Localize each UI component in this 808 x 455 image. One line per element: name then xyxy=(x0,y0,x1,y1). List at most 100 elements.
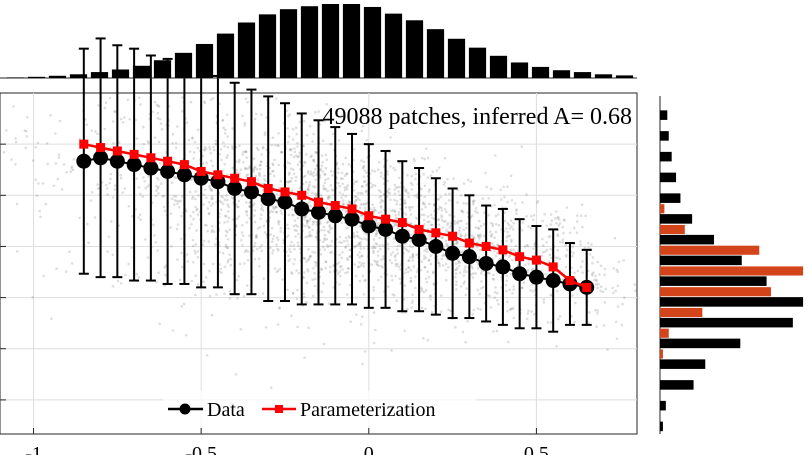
scatter-point xyxy=(403,329,406,333)
scatter-point xyxy=(349,320,353,324)
scatter-point xyxy=(392,224,396,228)
scatter-point xyxy=(173,203,176,206)
top-histogram-bar xyxy=(27,76,46,78)
top-histogram-bar xyxy=(489,55,508,78)
scatter-point xyxy=(297,232,300,236)
scatter-point xyxy=(393,223,397,226)
scatter-point xyxy=(306,171,310,175)
scatter-point xyxy=(439,195,443,199)
scatter-point xyxy=(305,219,309,223)
scatter-point xyxy=(465,202,468,205)
scatter-point xyxy=(313,272,316,275)
scatter-point xyxy=(305,222,309,225)
scatter-point xyxy=(398,277,402,281)
scatter-point xyxy=(287,173,291,176)
scatter-point xyxy=(54,132,57,135)
scatter-point xyxy=(338,235,342,239)
scatter-point xyxy=(210,189,214,192)
scatter-point xyxy=(476,288,480,292)
scatter-point xyxy=(427,275,431,279)
scatter-point xyxy=(521,228,524,232)
top-histogram-bar xyxy=(426,29,445,78)
scatter-point xyxy=(598,273,601,276)
data-point xyxy=(528,269,544,285)
scatter-point xyxy=(346,258,350,262)
scatter-point xyxy=(405,190,408,194)
scatter-point xyxy=(326,210,329,213)
scatter-point xyxy=(491,224,495,228)
scatter-point xyxy=(159,162,162,165)
scatter-point xyxy=(439,310,443,314)
scatter-point xyxy=(320,228,323,232)
scatter-point xyxy=(479,235,483,238)
scatter-point xyxy=(210,313,214,317)
scatter-point xyxy=(493,291,497,294)
scatter-point xyxy=(525,317,529,321)
scatter-point xyxy=(471,267,475,270)
scatter-point xyxy=(562,218,566,222)
scatter-point xyxy=(161,194,164,198)
scatter-point xyxy=(425,280,429,284)
scatter-point xyxy=(241,234,245,237)
scatter-point xyxy=(581,225,584,229)
scatter-point xyxy=(197,194,200,197)
scatter-point xyxy=(280,150,283,154)
scatter-point xyxy=(394,222,398,226)
scatter-point xyxy=(309,254,313,258)
data-point xyxy=(260,191,276,207)
scatter-point xyxy=(156,249,159,252)
scatter-point xyxy=(465,222,469,225)
scatter-point xyxy=(472,236,475,239)
top-histogram-bar xyxy=(153,60,172,78)
scatter-point xyxy=(121,191,124,194)
scatter-point xyxy=(594,308,597,312)
scatter-point xyxy=(302,145,305,148)
scatter-point xyxy=(330,250,334,254)
scatter-point xyxy=(229,257,233,261)
scatter-point xyxy=(503,195,506,199)
scatter-point xyxy=(194,243,197,246)
scatter-point xyxy=(359,241,362,244)
scatter-point xyxy=(308,255,312,259)
scatter-point xyxy=(54,162,58,165)
scatter-point xyxy=(324,260,328,264)
scatter-point xyxy=(344,246,347,249)
scatter-point xyxy=(565,255,568,258)
scatter-point xyxy=(338,283,341,286)
scatter-point xyxy=(269,246,272,249)
scatter-point xyxy=(226,260,230,264)
scatter-point xyxy=(365,238,369,241)
scatter-point xyxy=(448,192,451,196)
scatter-point xyxy=(117,141,121,144)
scatter-point xyxy=(380,275,383,279)
scatter-point xyxy=(387,285,390,289)
scatter-point xyxy=(521,201,524,204)
scatter-point xyxy=(231,166,234,170)
scatter-point xyxy=(303,217,306,221)
scatter-point xyxy=(445,228,448,231)
scatter-point xyxy=(494,286,497,289)
scatter-point xyxy=(205,147,208,150)
scatter-point xyxy=(185,209,188,213)
scatter-point xyxy=(326,197,330,201)
scatter-point xyxy=(423,223,426,226)
scatter-point xyxy=(526,312,530,315)
scatter-point xyxy=(205,161,208,165)
scatter-point xyxy=(531,290,535,293)
scatter-point xyxy=(291,138,295,141)
scatter-point xyxy=(288,113,292,116)
scatter-point xyxy=(215,293,218,296)
scatter-point xyxy=(111,284,115,288)
parameterization-point xyxy=(146,153,156,163)
scatter-point xyxy=(313,284,317,288)
scatter-point xyxy=(426,215,430,218)
top-histogram-bar xyxy=(237,22,256,78)
scatter-point xyxy=(170,181,174,184)
scatter-point xyxy=(398,244,402,248)
scatter-point xyxy=(407,195,411,199)
scatter-point xyxy=(358,236,362,240)
scatter-point xyxy=(356,265,360,269)
scatter-point xyxy=(404,247,407,250)
scatter-point xyxy=(503,254,507,257)
scatter-point xyxy=(371,119,375,122)
